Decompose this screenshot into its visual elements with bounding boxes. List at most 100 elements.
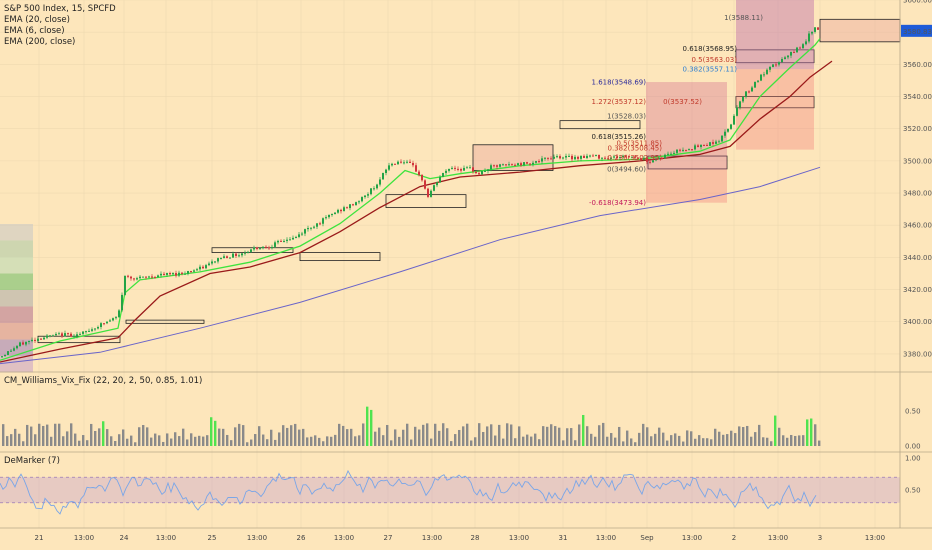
vix-bar bbox=[190, 433, 193, 446]
candle-body bbox=[295, 236, 297, 238]
candle-body bbox=[562, 157, 564, 159]
candle-body bbox=[574, 156, 576, 160]
time-tick-label: 13:00 bbox=[334, 534, 354, 542]
candle-body bbox=[436, 182, 438, 186]
candle-body bbox=[154, 277, 156, 279]
vix-bar bbox=[646, 427, 649, 446]
vix-bar bbox=[454, 434, 457, 446]
vix-bar bbox=[202, 436, 205, 446]
candle-body bbox=[67, 333, 69, 335]
candle-body bbox=[70, 333, 72, 337]
candle-body bbox=[811, 31, 813, 34]
candle-body bbox=[427, 188, 429, 197]
vix-bar bbox=[286, 427, 289, 446]
candle-body bbox=[298, 234, 300, 237]
candle-body bbox=[7, 351, 9, 355]
candle-body bbox=[40, 338, 42, 340]
candle-body bbox=[424, 180, 426, 189]
vix-bar bbox=[266, 439, 269, 446]
candle-body bbox=[178, 272, 180, 276]
vix-bar bbox=[598, 425, 601, 446]
candle-body bbox=[388, 165, 390, 170]
vix-bar bbox=[590, 433, 593, 446]
price-tick-label: 3460.00 bbox=[903, 222, 932, 230]
candle-body bbox=[160, 273, 162, 276]
candle-body bbox=[694, 145, 696, 150]
candle-body bbox=[22, 342, 24, 345]
vix-bar bbox=[22, 441, 25, 446]
price-tick-label: 3500.00 bbox=[903, 157, 932, 165]
vix-bar bbox=[554, 426, 557, 446]
candle-body bbox=[595, 154, 597, 156]
vix-bar bbox=[306, 437, 309, 446]
vix-bar bbox=[722, 434, 725, 446]
candle-body bbox=[229, 257, 231, 259]
vix-bar bbox=[666, 440, 669, 446]
candle-body bbox=[88, 330, 90, 332]
candle-body bbox=[469, 167, 471, 169]
vix-bar bbox=[782, 435, 785, 446]
candle-body bbox=[784, 57, 786, 59]
zone-box bbox=[125, 319, 205, 324]
candle-body bbox=[64, 333, 66, 337]
candle-body bbox=[358, 201, 360, 203]
candle-body bbox=[715, 141, 717, 144]
time-tick-label: 13:00 bbox=[422, 534, 442, 542]
vix-bar bbox=[418, 429, 421, 446]
ema-20-line bbox=[0, 60, 833, 363]
zone-box bbox=[819, 18, 901, 43]
candle-body bbox=[406, 161, 408, 163]
vix-bar bbox=[18, 433, 21, 446]
vix-bar bbox=[206, 435, 209, 446]
candle-body bbox=[34, 339, 36, 341]
candle-body bbox=[142, 276, 144, 278]
vix-bar bbox=[786, 437, 789, 446]
legend-vix-fix[interactable]: CM_Williams_Vix_Fix (22, 20, 2, 50, 0.85… bbox=[4, 376, 203, 386]
candle-body bbox=[172, 273, 174, 275]
candle-body bbox=[751, 87, 753, 92]
candle-body bbox=[685, 149, 687, 151]
vix-bar bbox=[658, 427, 661, 446]
candle-body bbox=[364, 195, 366, 198]
legend-main: S&P 500 Index, 15, SPCFD EMA (20, close)… bbox=[4, 4, 116, 48]
vix-bar bbox=[650, 436, 653, 446]
candle-body bbox=[244, 252, 246, 254]
candle-body bbox=[373, 188, 375, 190]
vix-bar bbox=[626, 430, 629, 446]
candle-body bbox=[55, 333, 57, 336]
vix-bar bbox=[638, 432, 641, 446]
candle-body bbox=[619, 157, 621, 159]
legend-demarker[interactable]: DeMarker (7) bbox=[4, 456, 60, 466]
candle-body bbox=[634, 156, 636, 158]
legend-ema-6[interactable]: EMA (6, close) bbox=[4, 26, 65, 36]
candle-body bbox=[673, 152, 675, 154]
candle-body bbox=[61, 333, 63, 337]
vix-bar bbox=[66, 431, 69, 446]
candle-body bbox=[409, 161, 411, 163]
candle-body bbox=[520, 163, 522, 166]
vix-bar bbox=[410, 439, 413, 446]
candle-body bbox=[754, 81, 756, 88]
legend-symbol[interactable]: S&P 500 Index, 15, SPCFD bbox=[4, 4, 116, 14]
candle-body bbox=[718, 141, 720, 143]
ema-6-line bbox=[0, 38, 821, 361]
vix-bar bbox=[470, 440, 473, 446]
candle-body bbox=[73, 335, 75, 337]
candle-body bbox=[391, 163, 393, 166]
fib-level-label: 1(3588.11) bbox=[724, 14, 763, 22]
vix-bar bbox=[182, 428, 185, 446]
vix-bar bbox=[482, 431, 485, 446]
vix-bar bbox=[274, 439, 277, 446]
time-tick-label: 31 bbox=[559, 534, 568, 542]
candle-body bbox=[682, 149, 684, 151]
time-tick-label: Sep bbox=[640, 534, 654, 542]
vix-bar bbox=[318, 437, 321, 446]
legend-ema-20[interactable]: EMA (20, close) bbox=[4, 15, 70, 25]
vix-bar bbox=[522, 436, 525, 446]
candle-body bbox=[280, 240, 282, 242]
vix-bar bbox=[46, 424, 49, 446]
legend-ema-200[interactable]: EMA (200, close) bbox=[4, 37, 76, 47]
candle-body bbox=[157, 275, 159, 278]
vix-bar bbox=[502, 438, 505, 446]
